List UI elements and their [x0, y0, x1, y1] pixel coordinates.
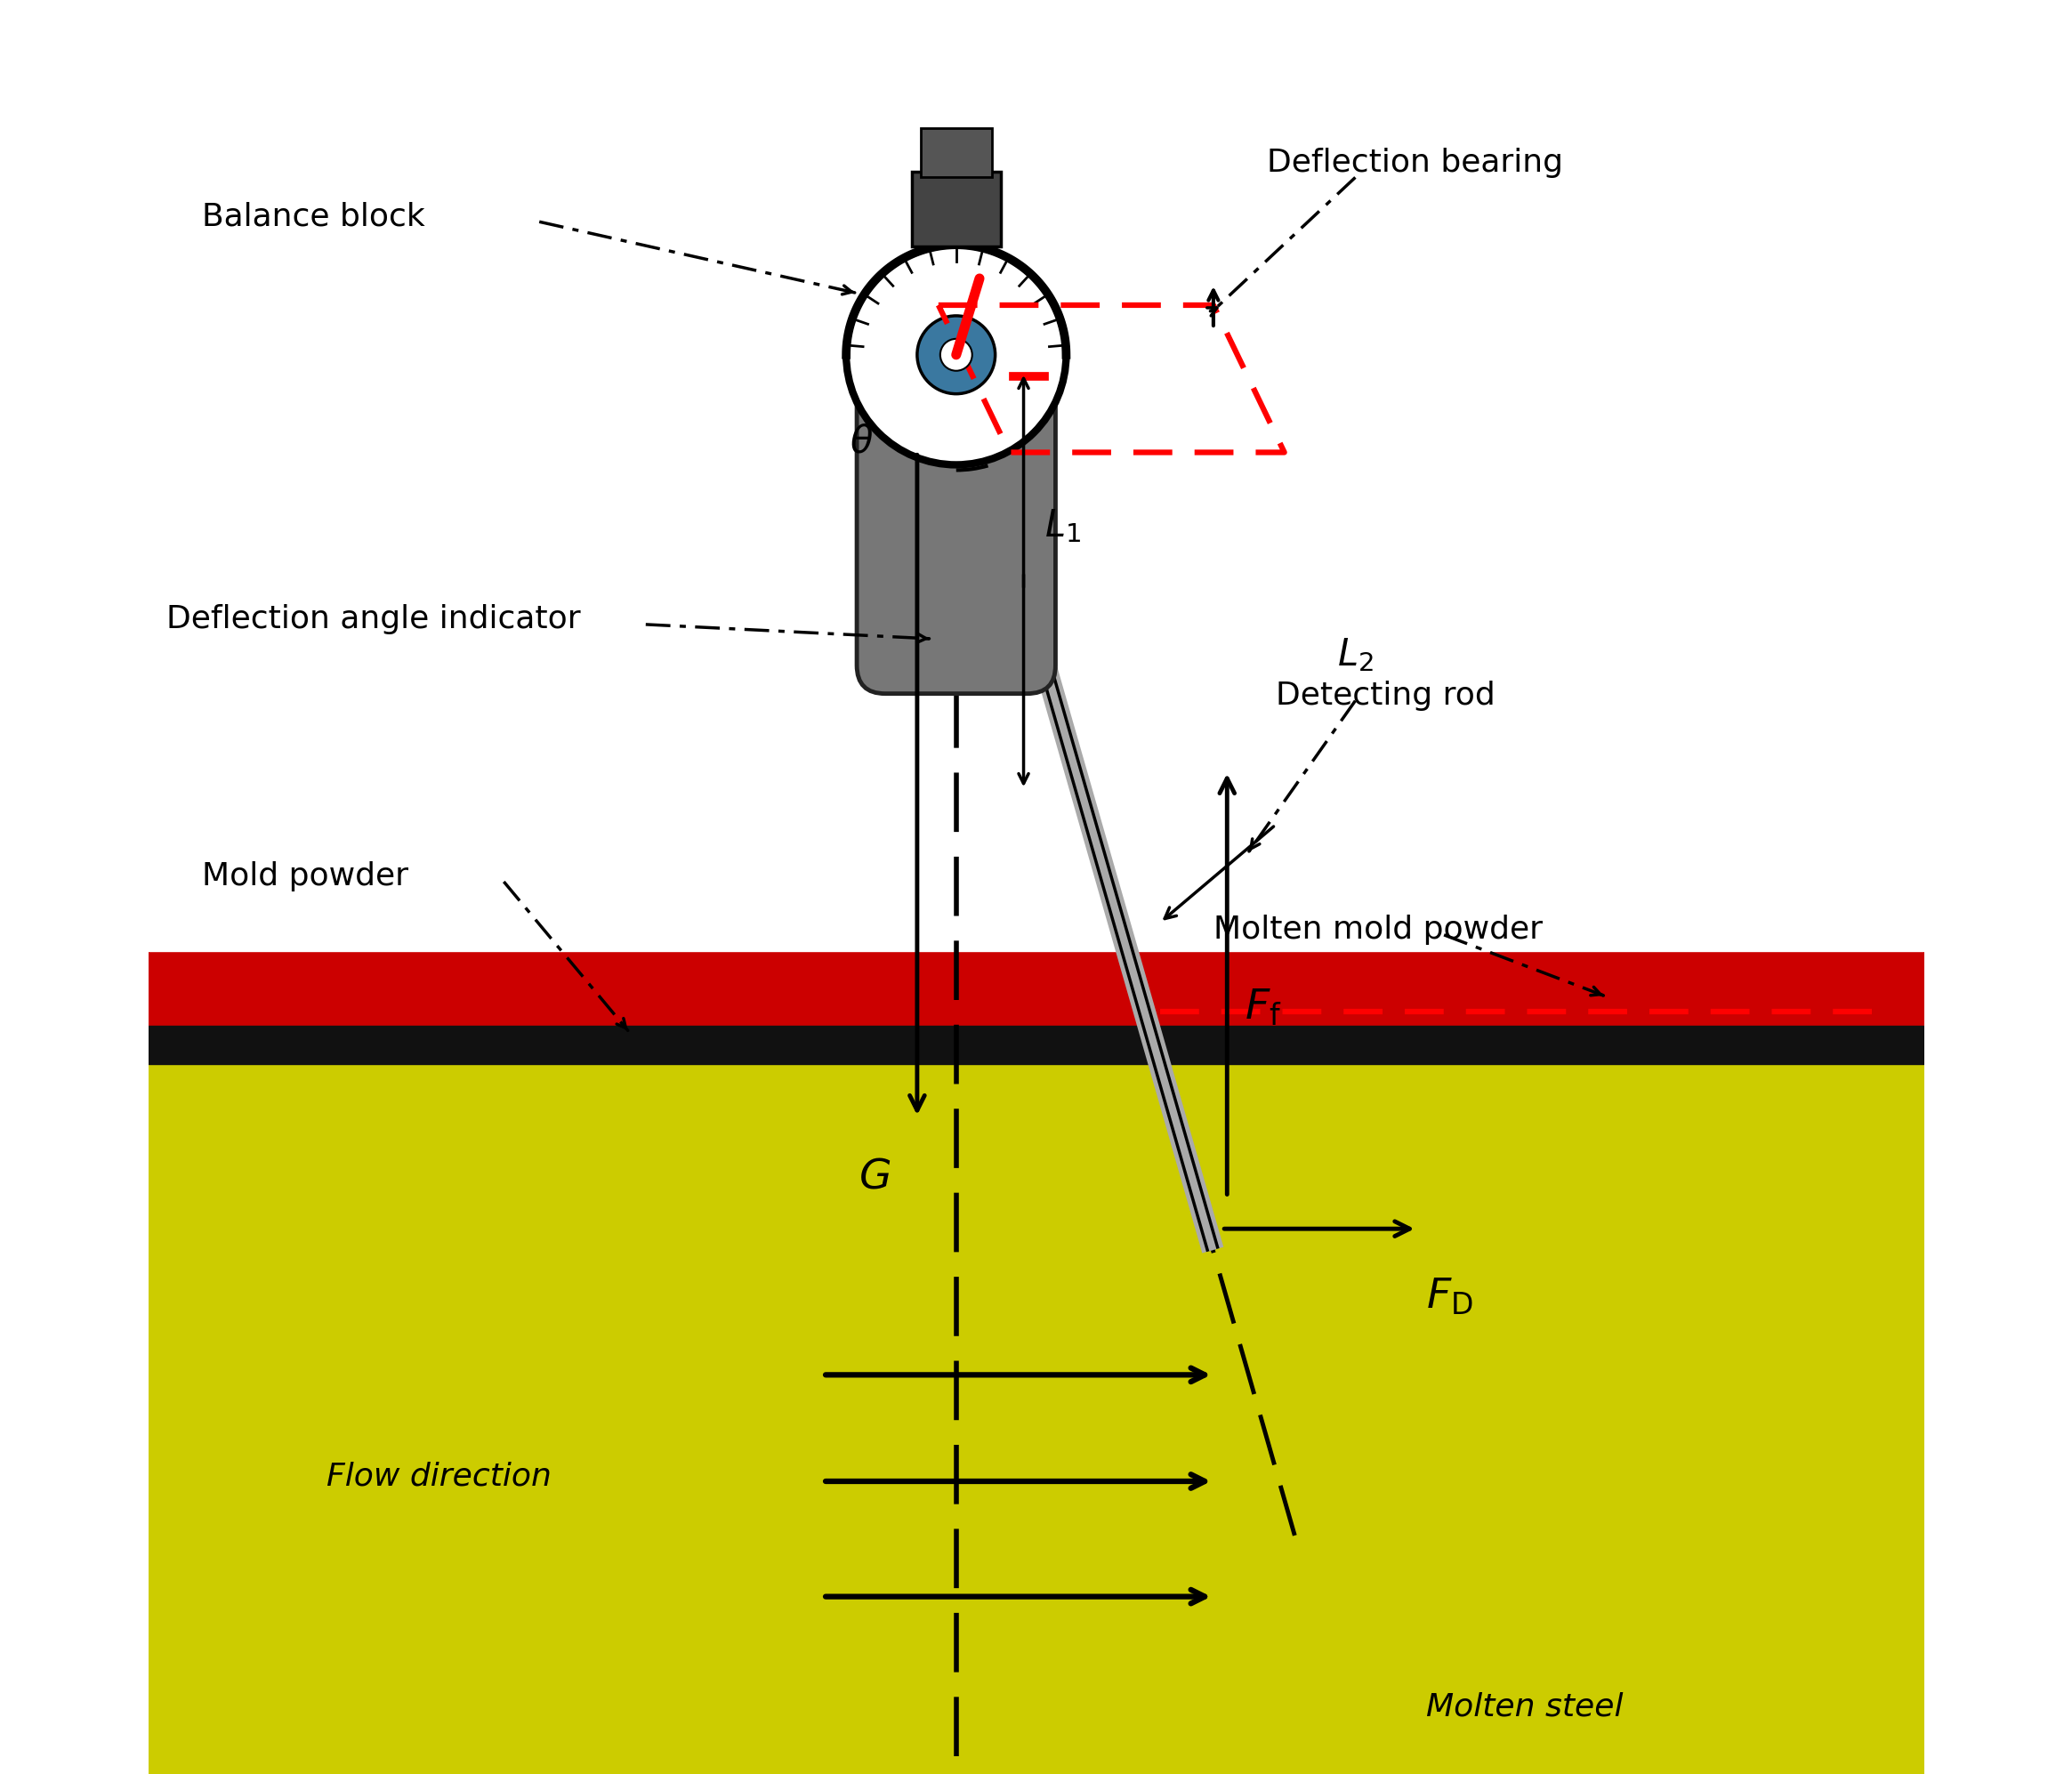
FancyBboxPatch shape: [858, 326, 1055, 694]
FancyBboxPatch shape: [912, 172, 1001, 247]
Circle shape: [845, 245, 1067, 465]
Text: Flow direction: Flow direction: [327, 1460, 551, 1492]
Circle shape: [941, 339, 972, 371]
FancyBboxPatch shape: [920, 128, 992, 177]
Text: Mold powder: Mold powder: [203, 860, 408, 892]
Text: $\theta$: $\theta$: [850, 422, 874, 461]
Text: $L_2$: $L_2$: [1339, 635, 1374, 674]
Text: Detecting rod: Detecting rod: [1276, 679, 1496, 711]
Text: Deflection bearing: Deflection bearing: [1266, 147, 1562, 179]
Circle shape: [918, 316, 995, 394]
Text: Balance block: Balance block: [203, 200, 425, 232]
Text: $G$: $G$: [858, 1157, 891, 1197]
Text: $L_1$: $L_1$: [1044, 507, 1082, 545]
Text: Deflection angle indicator: Deflection angle indicator: [166, 603, 580, 635]
Text: Molten mold powder: Molten mold powder: [1214, 914, 1542, 946]
Text: $F_\mathrm{D}$: $F_\mathrm{D}$: [1426, 1277, 1473, 1318]
Text: Molten steel: Molten steel: [1426, 1691, 1622, 1723]
Text: $F_\mathrm{f}$: $F_\mathrm{f}$: [1245, 988, 1283, 1029]
